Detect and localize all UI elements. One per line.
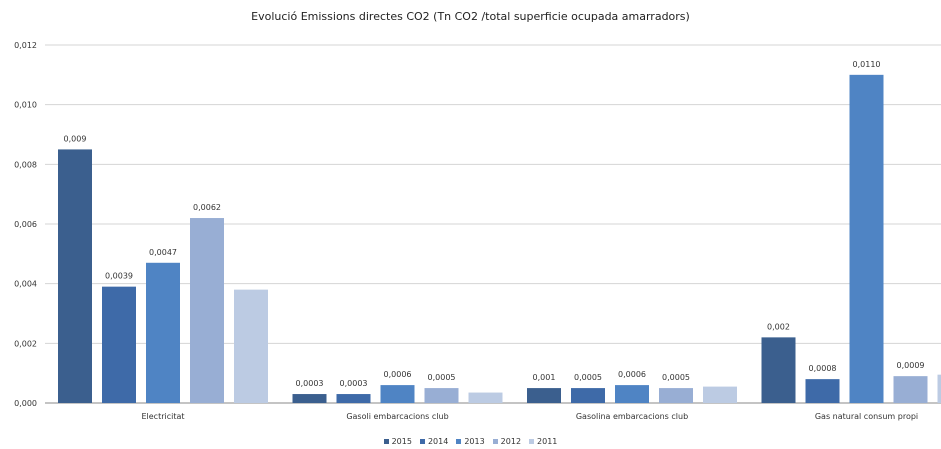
bar xyxy=(380,385,415,403)
bar xyxy=(468,392,503,403)
bar xyxy=(234,289,268,403)
data-label: 0,0005 xyxy=(662,373,690,382)
legend-item: 2015 xyxy=(383,437,412,446)
y-tick-label: 0,002 xyxy=(14,339,37,348)
bar xyxy=(146,262,180,403)
y-tick-label: 0,008 xyxy=(14,160,37,169)
data-label: 0,0005 xyxy=(428,373,456,382)
data-label: 0,0005 xyxy=(574,373,602,382)
x-tick-label: Gasolina embarcacions club xyxy=(576,412,688,421)
legend-label: 2013 xyxy=(464,437,485,446)
data-label: 0,0003 xyxy=(296,379,324,388)
data-label: 0,002 xyxy=(767,322,790,331)
bar xyxy=(615,385,649,403)
legend-swatch xyxy=(492,439,498,444)
data-label: 0,009 xyxy=(64,134,87,143)
bar xyxy=(336,394,371,403)
bar xyxy=(58,149,92,403)
legend-swatch xyxy=(456,439,462,444)
data-label: 0,0008 xyxy=(809,364,837,373)
bar xyxy=(190,218,224,403)
bar xyxy=(571,388,605,403)
data-label: 0,0062 xyxy=(193,203,221,212)
x-tick-label: Gasoli embarcacions club xyxy=(346,412,448,421)
data-label: 0,0009 xyxy=(897,361,925,370)
bar xyxy=(292,394,327,403)
y-tick-label: 0,012 xyxy=(14,41,37,50)
y-tick-label: 0,004 xyxy=(14,280,37,289)
bar xyxy=(703,386,737,403)
legend-item: 2014 xyxy=(419,437,449,446)
bar xyxy=(893,376,928,403)
legend-label: 2011 xyxy=(537,437,558,446)
data-label: 0,001 xyxy=(533,373,556,382)
legend-label: 2015 xyxy=(391,437,412,446)
legend-item: 2012 xyxy=(492,437,522,446)
x-tick-label: Gas natural consum propi xyxy=(815,412,918,421)
data-label: 0,0039 xyxy=(105,272,133,281)
legend-label: 2012 xyxy=(500,437,522,446)
y-tick-label: 0,000 xyxy=(14,399,37,408)
bar xyxy=(527,388,561,403)
bar xyxy=(761,337,796,403)
chart-title: Evolució Emissions directes CO2 (Tn CO2 … xyxy=(251,10,690,23)
data-label: 0,0003 xyxy=(340,379,368,388)
data-label: 0,0110 xyxy=(853,60,881,69)
legend-item: 2013 xyxy=(456,437,485,446)
legend-label: 2014 xyxy=(427,437,449,446)
data-label: 0,0047 xyxy=(149,248,177,257)
legend-swatch xyxy=(529,439,535,444)
bar xyxy=(937,374,941,403)
chart-legend: 2015 2014 2013 2012 2011 xyxy=(0,437,941,446)
data-label: 0,0006 xyxy=(384,370,412,379)
legend-swatch xyxy=(419,439,425,444)
bar xyxy=(424,388,459,403)
x-tick-label: Electricitat xyxy=(141,412,184,421)
bar xyxy=(805,379,840,403)
y-tick-label: 0,006 xyxy=(14,220,37,229)
data-label: 0,0006 xyxy=(618,370,646,379)
legend-item: 2011 xyxy=(529,437,557,446)
bar xyxy=(659,388,693,403)
bar xyxy=(849,74,884,403)
legend-swatch xyxy=(383,439,389,444)
bar xyxy=(102,286,136,403)
y-tick-label: 0,010 xyxy=(14,101,37,110)
